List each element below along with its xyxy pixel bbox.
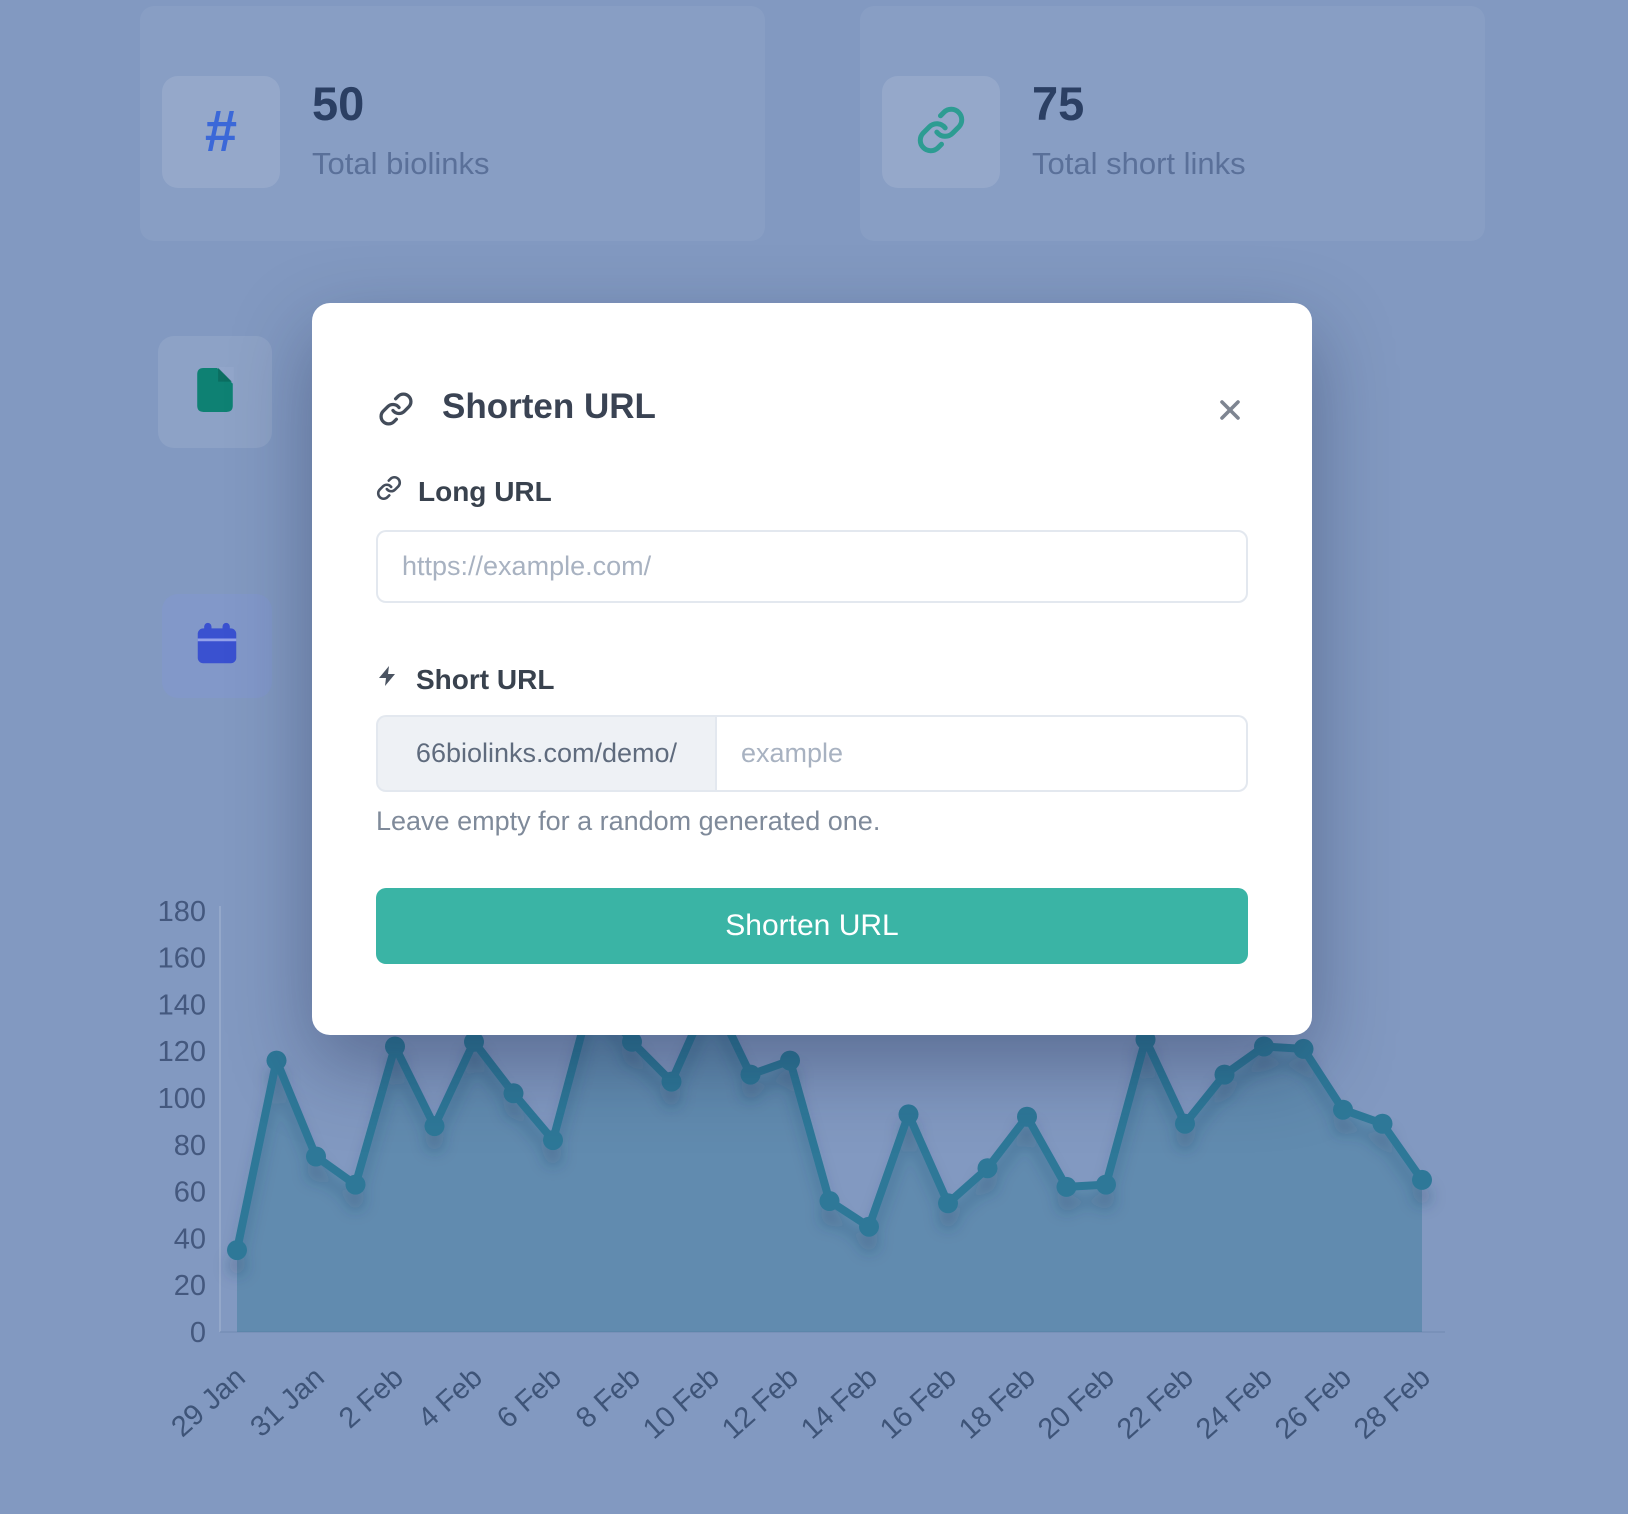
- chart-data-point: [1017, 1106, 1037, 1127]
- chart-data-point: [1372, 1113, 1393, 1134]
- y-axis-tick-label: 180: [158, 896, 206, 928]
- stat-label: Total biolinks: [312, 146, 490, 181]
- long-url-label: Long URL: [376, 475, 552, 508]
- chart-y-axis-labels: 180 160 140 120 100 80 60 40 20 0: [158, 896, 206, 1349]
- chart-data-point: [1056, 1176, 1077, 1197]
- chart-data-point: [938, 1193, 958, 1214]
- link-icon: [378, 391, 414, 427]
- chart-data-point: [345, 1174, 366, 1195]
- long-url-input[interactable]: [376, 530, 1248, 603]
- chart-data-point: [227, 1240, 247, 1261]
- y-axis-tick-label: 20: [174, 1270, 206, 1302]
- x-axis-tick-label: 20 Feb: [1032, 1361, 1121, 1445]
- stat-label: Total short links: [1032, 146, 1246, 181]
- chart-data-point: [780, 1050, 800, 1071]
- short-url-helper: Leave empty for a random generated one.: [376, 806, 881, 836]
- x-axis-tick-label: 14 Feb: [795, 1361, 884, 1445]
- chart-area-fill: [237, 992, 1422, 1332]
- chart-data-point: [543, 1130, 563, 1151]
- chart-data-point: [1214, 1064, 1235, 1085]
- chart-dots: [227, 982, 1432, 1261]
- link-icon: [916, 105, 966, 160]
- close-button[interactable]: [1208, 389, 1252, 433]
- stat-value: 75: [1032, 77, 1085, 130]
- x-axis-tick-label: 31 Jan: [245, 1361, 331, 1443]
- hash-icon: #: [204, 99, 238, 164]
- x-axis-tick-label: 10 Feb: [637, 1361, 726, 1445]
- x-axis-tick-label: 16 Feb: [874, 1361, 963, 1445]
- y-axis-tick-label: 160: [158, 943, 206, 975]
- x-axis-tick-label: 18 Feb: [953, 1361, 1042, 1445]
- chart-data-point: [977, 1158, 998, 1179]
- y-axis-tick-label: 40: [174, 1223, 206, 1255]
- chart-data-point: [464, 1031, 484, 1052]
- link-icon: [376, 475, 402, 508]
- stat-icon-tile: [882, 76, 1000, 188]
- chart-data-point: [740, 1064, 761, 1085]
- chart-data-point: [503, 1083, 524, 1104]
- chart-data-point: [266, 1050, 287, 1071]
- chart-data-point: [1412, 1169, 1432, 1190]
- chart-data-point: [424, 1116, 445, 1137]
- x-axis-tick-label: 26 Feb: [1269, 1361, 1358, 1445]
- calendar-icon: [195, 621, 239, 672]
- y-axis-tick-label: 140: [158, 989, 206, 1021]
- chart-data-point: [1254, 1036, 1274, 1057]
- x-axis-tick-label: 24 Feb: [1190, 1361, 1279, 1445]
- traffic-chart-container: 180 160 140 120 100 80 60 40 20 0 29 Jan 31 Jan 2 F…: [120, 880, 1520, 1480]
- chart-data-point: [1175, 1113, 1195, 1134]
- short-url-input[interactable]: [717, 715, 1248, 792]
- x-axis-tick-label: 8 Feb: [570, 1361, 647, 1434]
- close-icon: [1215, 395, 1245, 428]
- file-icon-tile: [158, 336, 272, 448]
- chart-data-point: [1293, 1038, 1314, 1059]
- y-axis-tick-label: 60: [174, 1177, 206, 1209]
- stat-icon-tile: #: [162, 76, 280, 188]
- file-icon: [196, 366, 234, 418]
- chart-data-point: [1096, 1174, 1116, 1195]
- short-url-input-group: 66biolinks.com/demo/: [376, 715, 1248, 792]
- x-axis-tick-label: 6 Feb: [491, 1361, 568, 1434]
- x-axis-tick-label: 2 Feb: [333, 1361, 410, 1434]
- x-axis-tick-label: 29 Jan: [166, 1361, 252, 1443]
- chart-data-point: [622, 1031, 642, 1052]
- short-url-prefix: 66biolinks.com/demo/: [376, 715, 717, 792]
- short-url-label-text: Short URL: [416, 663, 555, 695]
- x-axis-tick-label: 4 Feb: [412, 1361, 489, 1434]
- y-axis-tick-label: 0: [190, 1317, 206, 1349]
- chart-data-point: [661, 1071, 682, 1092]
- chart-data-point: [306, 1146, 326, 1167]
- chart-data-point: [385, 1036, 405, 1057]
- short-url-label: Short URL: [376, 663, 554, 696]
- y-axis-tick-label: 100: [158, 1083, 206, 1115]
- x-axis-tick-label: 28 Feb: [1348, 1361, 1437, 1445]
- chart-line-group: [227, 982, 1432, 1261]
- stat-card-biolinks: # 50 Total biolinks: [140, 6, 765, 241]
- stat-card-shortlinks: 75 Total short links: [860, 6, 1485, 241]
- shorten-url-modal: Shorten URL Long URL Short URL 66biolink…: [312, 303, 1312, 1035]
- y-axis-tick-label: 80: [174, 1130, 206, 1162]
- bolt-icon: [376, 663, 400, 696]
- calendar-icon-tile: [162, 594, 272, 698]
- chart-data-point: [898, 1104, 919, 1125]
- chart-data-point: [819, 1191, 840, 1211]
- long-url-label-text: Long URL: [418, 475, 552, 507]
- shorten-url-button[interactable]: Shorten URL: [376, 888, 1248, 964]
- modal-title: Shorten URL: [442, 387, 656, 426]
- x-axis-tick-label: 22 Feb: [1111, 1361, 1200, 1445]
- x-axis-tick-label: 12 Feb: [716, 1361, 805, 1445]
- y-axis-tick-label: 120: [158, 1036, 206, 1068]
- chart-data-point: [1333, 1099, 1353, 1120]
- stat-value: 50: [312, 77, 365, 130]
- chart-data-point: [859, 1216, 879, 1237]
